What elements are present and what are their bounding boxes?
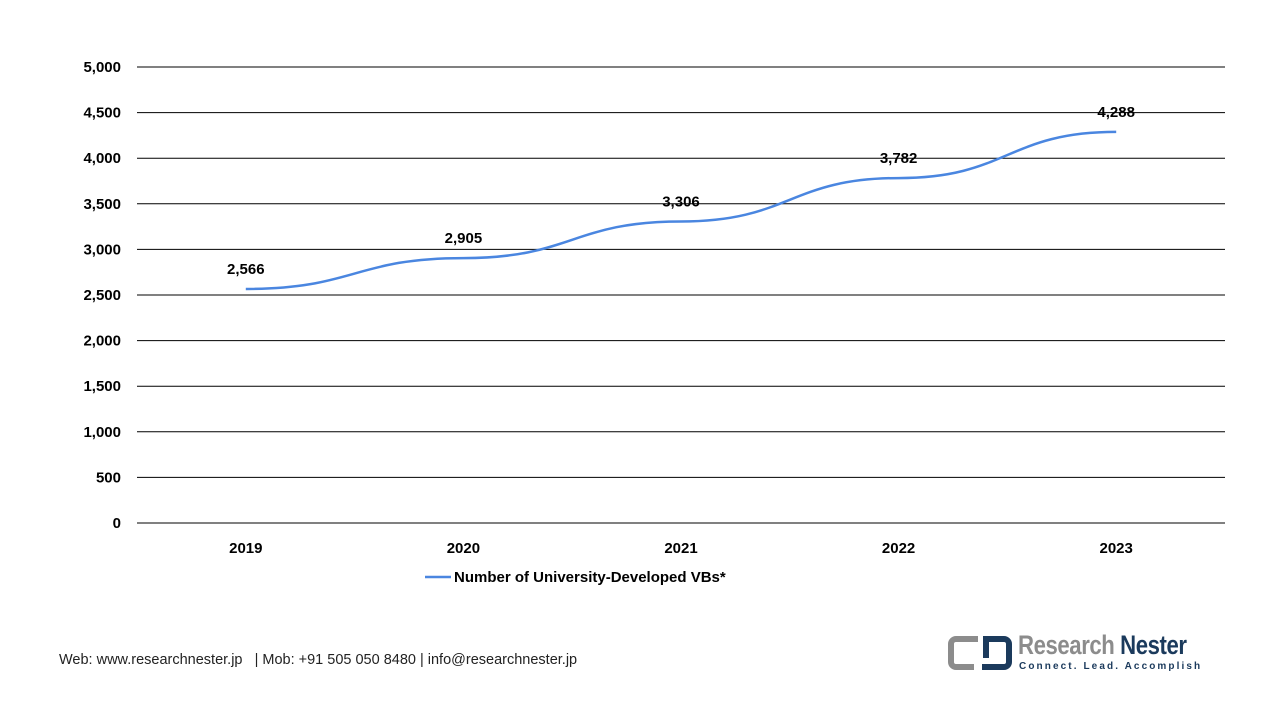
y-tick-label: 4,500 xyxy=(83,105,121,122)
footer-contact: Web: www.researchnester.jp | Mob: +91 50… xyxy=(59,652,578,668)
data-label: 2,905 xyxy=(445,230,483,247)
y-tick-label: 1,000 xyxy=(83,424,121,441)
x-tick-label: 2022 xyxy=(882,540,915,557)
data-label: 3,306 xyxy=(662,193,700,210)
logo-name: Research Nester xyxy=(1018,630,1187,660)
y-tick-label: 2,500 xyxy=(83,287,121,304)
y-tick-label: 4,000 xyxy=(83,150,121,167)
y-tick-label: 3,000 xyxy=(83,241,121,258)
line-chart: 0 500 1,000 1,500 2,000 2,500 3,000 3,500 4,000 4… xyxy=(83,59,1225,586)
y-tick-label: 500 xyxy=(96,469,121,486)
x-tick-label: 2023 xyxy=(1100,540,1133,557)
x-tick-label: 2021 xyxy=(664,540,697,557)
x-tick-label: 2020 xyxy=(447,540,480,557)
data-label: 3,782 xyxy=(880,150,918,167)
y-tick-label: 2,000 xyxy=(83,333,121,350)
y-tick-label: 5,000 xyxy=(83,59,121,76)
data-label: 4,288 xyxy=(1097,104,1135,121)
y-tick-label: 1,500 xyxy=(83,378,121,395)
y-tick-label: 3,500 xyxy=(83,196,121,213)
data-label: 2,566 xyxy=(227,261,265,278)
research-nester-logo: Research Nester Connect. Lead. Accomplis… xyxy=(948,630,1200,674)
series-line xyxy=(245,130,1117,291)
logo-tagline: Connect. Lead. Accomplish xyxy=(1019,661,1203,672)
y-tick-label: 0 xyxy=(113,515,121,532)
logo-mark-icon xyxy=(948,636,1012,670)
x-tick-label: 2019 xyxy=(229,540,262,557)
legend-label: Number of University-Developed VBs* xyxy=(454,569,726,586)
